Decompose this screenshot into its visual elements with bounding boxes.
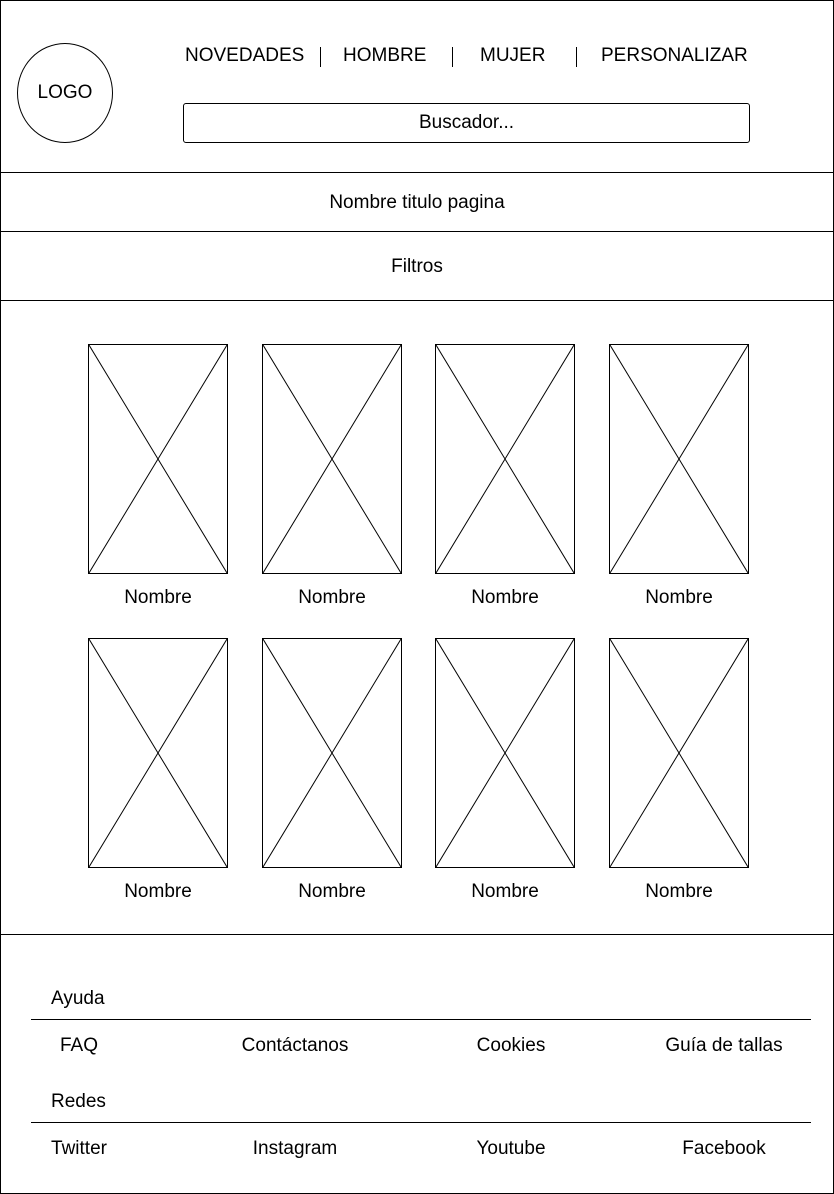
filters-label: Filtros [391,255,443,277]
image-placeholder-icon [435,638,575,868]
main-nav: NOVEDADES HOMBRE MUJER PERSONALIZAR [171,43,771,69]
product-name: Nombre [298,881,366,902]
product-name: Nombre [471,587,539,608]
product-name: Nombre [645,587,713,608]
product-name: Nombre [298,587,366,608]
nav-divider [576,47,577,67]
page-title-bar: Nombre titulo pagina [1,174,833,232]
footer-link-youtube[interactable]: Youtube [476,1138,546,1159]
product-name: Nombre [124,587,192,608]
product-card[interactable]: Nombre [435,344,575,608]
help-divider [31,1019,811,1020]
footer-link-cookies[interactable]: Cookies [476,1035,546,1056]
nav-item-personalizar[interactable]: PERSONALIZAR [601,45,748,66]
product-card[interactable]: Nombre [609,344,749,608]
product-name: Nombre [124,881,192,902]
nav-divider [452,47,453,67]
filters-bar[interactable]: Filtros [1,233,833,301]
nav-item-hombre[interactable]: HOMBRE [343,45,427,66]
image-placeholder-icon [88,344,228,574]
site-footer: Ayuda FAQ Contáctanos Cookies Guía de ta… [1,936,833,1193]
help-section-title: Ayuda [51,988,105,1009]
product-card[interactable]: Nombre [262,638,402,902]
image-placeholder-icon [435,344,575,574]
product-card[interactable]: Nombre [262,344,402,608]
product-card[interactable]: Nombre [88,344,228,608]
image-placeholder-icon [262,638,402,868]
footer-link-twitter[interactable]: Twitter [51,1138,107,1159]
footer-link-instagram[interactable]: Instagram [252,1138,338,1159]
image-placeholder-icon [262,344,402,574]
image-placeholder-icon [609,638,749,868]
site-header: LOGO NOVEDADES HOMBRE MUJER PERSONALIZAR… [1,1,833,173]
nav-divider [320,47,321,67]
page-title: Nombre titulo pagina [329,191,505,213]
nav-item-novedades[interactable]: NOVEDADES [185,45,305,66]
image-placeholder-icon [609,344,749,574]
search-input[interactable]: Buscador... [183,103,750,143]
social-divider [31,1122,811,1123]
search-placeholder: Buscador... [418,112,515,133]
product-card[interactable]: Nombre [609,638,749,902]
footer-link-faq[interactable]: FAQ [59,1035,98,1056]
logo[interactable]: LOGO [17,43,113,143]
footer-link-size-guide[interactable]: Guía de tallas [665,1035,783,1056]
product-grid: Nombre Nombre Nombre Nombre [1,302,833,935]
logo-text: LOGO [37,82,93,103]
product-name: Nombre [471,881,539,902]
footer-link-contact[interactable]: Contáctanos [241,1035,349,1056]
product-name: Nombre [645,881,713,902]
nav-item-mujer[interactable]: MUJER [480,45,546,66]
image-placeholder-icon [88,638,228,868]
footer-link-facebook[interactable]: Facebook [682,1138,766,1159]
social-section-title: Redes [51,1091,106,1112]
product-card[interactable]: Nombre [88,638,228,902]
product-card[interactable]: Nombre [435,638,575,902]
